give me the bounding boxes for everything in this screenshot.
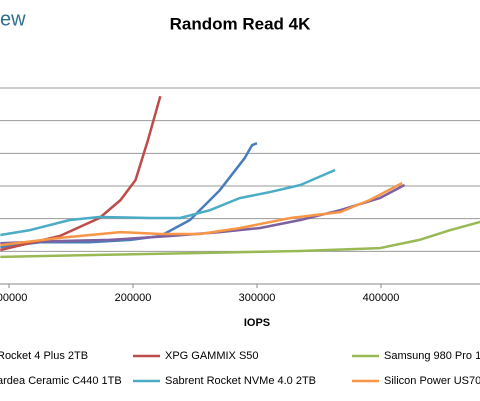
x-axis-label: IOPS: [244, 317, 270, 329]
legend-label: Samsung 980 Pro 1: [384, 350, 480, 362]
x-tick-label: 100000: [0, 292, 27, 304]
series-line: [0, 220, 480, 259]
series-line: [0, 168, 336, 237]
legend-label: Rocket 4 Plus 2TB: [0, 350, 88, 362]
chart-title: Random Read 4K: [170, 14, 311, 33]
x-tick-label: 400000: [363, 292, 400, 304]
legend-label: Sabrent Rocket NVMe 4.0 2TB: [165, 375, 316, 387]
x-tick-label: 200000: [115, 292, 152, 304]
legend-label: XPG GAMMIX S50: [165, 350, 259, 362]
x-tick-label: 300000: [239, 292, 276, 304]
legend-label: Silicon Power US70: [384, 375, 480, 387]
logo-fragment: ew: [0, 8, 26, 30]
legend-label: ardea Ceramic C440 1TB: [0, 375, 122, 387]
series-line: [0, 181, 403, 247]
series-line: [0, 142, 258, 249]
series-line: [0, 95, 162, 252]
